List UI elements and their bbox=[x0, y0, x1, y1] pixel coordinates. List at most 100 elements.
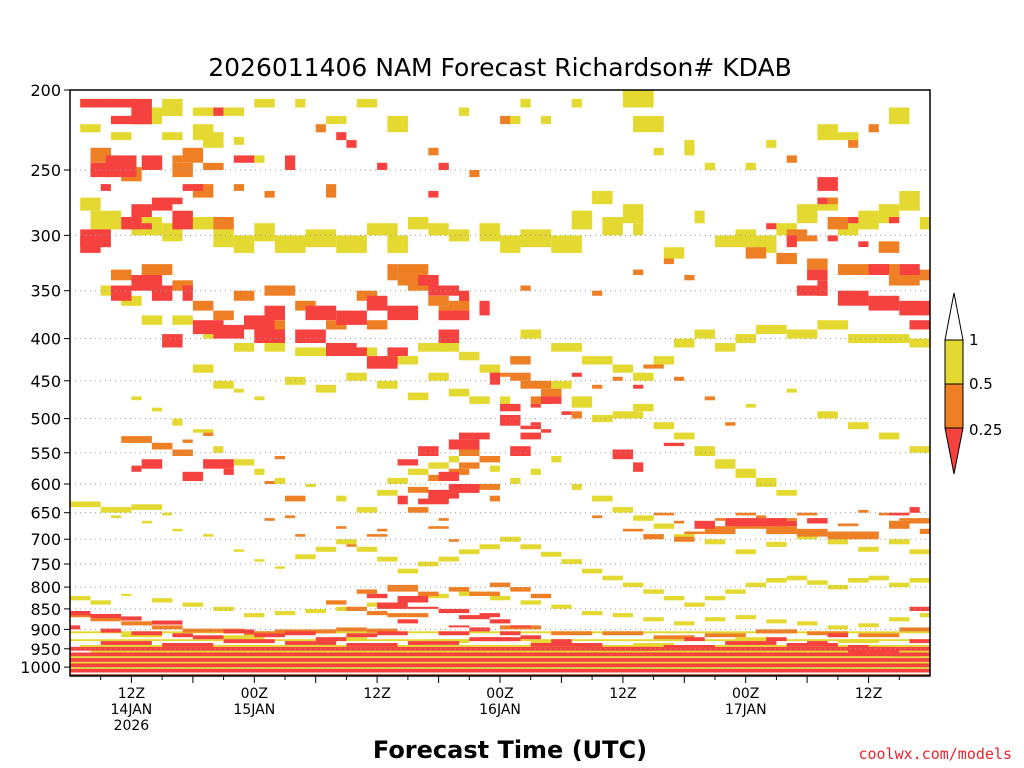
cell-ri-0-25-to-0-5 bbox=[315, 124, 326, 133]
cell-ri-0-25-to-0-5 bbox=[264, 190, 275, 198]
cell-ri-0-5-to-1 bbox=[500, 235, 521, 253]
cell-ri-0-25-to-0-5 bbox=[264, 285, 296, 296]
cell-ri-0-5-to-1 bbox=[551, 235, 582, 253]
cell-ri-0-25-to-0-5 bbox=[858, 509, 869, 513]
cell-ri-0-25-to-0-5 bbox=[111, 269, 132, 281]
cell-ri-below-0-25 bbox=[530, 403, 541, 408]
cell-ri-below-0-25 bbox=[848, 217, 859, 224]
cell-ri-0-25-to-0-5 bbox=[428, 147, 439, 156]
cell-ri-0-5-to-1 bbox=[407, 468, 429, 475]
cell-ri-0-5-to-1 bbox=[643, 589, 664, 594]
cell-ri-0-5-to-1 bbox=[244, 613, 265, 618]
y-tick-label: 650 bbox=[30, 504, 61, 523]
cell-ri-below-0-25 bbox=[500, 631, 521, 636]
cell-ri-0-5-to-1 bbox=[448, 456, 459, 463]
cell-ri-below-0-25 bbox=[366, 593, 388, 599]
cell-ri-0-25-to-0-5 bbox=[203, 162, 224, 170]
cell-ri-below-0-25 bbox=[70, 658, 930, 662]
cell-ri-below-0-25 bbox=[131, 98, 152, 125]
cell-ri-0-25-to-0-5 bbox=[715, 518, 726, 521]
cell-ri-0-5-to-1 bbox=[602, 217, 623, 236]
cell-ri-0-25-to-0-5 bbox=[889, 520, 910, 529]
cell-ri-0-5-to-1 bbox=[489, 596, 511, 601]
cell-ri-0-25-to-0-5 bbox=[868, 124, 879, 133]
cell-ri-below-0-25 bbox=[121, 616, 142, 621]
cell-ri-0-5-to-1 bbox=[694, 446, 715, 456]
cell-ri-0-5-to-1 bbox=[90, 210, 122, 230]
cell-ri-0-5-to-1 bbox=[551, 456, 562, 463]
cell-ri-below-0-25 bbox=[745, 641, 767, 645]
cell-ri-0-5-to-1 bbox=[233, 137, 244, 145]
cell-ri-below-0-25 bbox=[182, 471, 204, 481]
cell-ri-below-0-25 bbox=[346, 643, 398, 647]
cell-ri-0-5-to-1 bbox=[254, 223, 275, 242]
y-tick-label: 550 bbox=[30, 444, 61, 463]
cell-ri-0-5-to-1 bbox=[622, 90, 654, 108]
cell-ri-below-0-25 bbox=[848, 645, 869, 649]
cell-ri-0-5-to-1 bbox=[131, 504, 163, 510]
cell-ri-0-25-to-0-5 bbox=[366, 534, 388, 537]
cell-ri-0-25-to-0-5 bbox=[807, 235, 818, 242]
cell-ri-below-0-25 bbox=[889, 217, 900, 224]
cell-ri-0-25-to-0-5 bbox=[479, 456, 500, 463]
cell-ri-0-5-to-1 bbox=[377, 489, 398, 496]
cell-ri-below-0-25 bbox=[827, 633, 849, 638]
cell-ri-below-0-25 bbox=[387, 347, 408, 356]
cell-ri-0-25-to-0-5 bbox=[520, 380, 552, 389]
cell-ri-0-25-to-0-5 bbox=[213, 217, 234, 230]
cell-ri-0-5-to-1 bbox=[889, 539, 910, 545]
cell-ri-0-5-to-1 bbox=[581, 356, 613, 365]
cell-ri-below-0-25 bbox=[121, 217, 142, 230]
cell-ri-below-0-25 bbox=[223, 629, 255, 634]
cell-ri-0-5-to-1 bbox=[561, 559, 582, 564]
cell-ri-0-5-to-1 bbox=[192, 429, 214, 433]
cell-ri-below-0-25 bbox=[909, 320, 930, 330]
cell-ri-0-5-to-1 bbox=[735, 229, 756, 248]
cell-ri-0-25-to-0-5 bbox=[684, 275, 695, 281]
x-tick-label: 12Z bbox=[609, 686, 636, 702]
cell-ri-0-25-to-0-5 bbox=[520, 285, 531, 291]
cell-ri-below-0-25 bbox=[397, 495, 408, 505]
cell-ri-0-25-to-0-5 bbox=[612, 376, 623, 381]
cell-ri-below-0-25 bbox=[633, 384, 644, 389]
cell-ri-0-5-to-1 bbox=[704, 162, 715, 170]
cell-ri-0-5-to-1 bbox=[571, 396, 593, 408]
cell-ri-0-5-to-1 bbox=[643, 617, 664, 622]
cell-ri-0-25-to-0-5 bbox=[858, 633, 900, 638]
cell-ri-below-0-25 bbox=[510, 625, 531, 628]
cell-ri-0-25-to-0-5 bbox=[387, 264, 398, 281]
cell-ri-below-0-25 bbox=[796, 285, 828, 296]
cell-ri-0-5-to-1 bbox=[520, 600, 541, 605]
cell-ri-0-5-to-1 bbox=[694, 329, 715, 339]
cell-ri-below-0-25 bbox=[909, 639, 930, 644]
cell-ri-below-0-25 bbox=[336, 132, 347, 141]
cell-ri-0-5-to-1 bbox=[848, 334, 879, 344]
cell-ri-0-5-to-1 bbox=[274, 566, 285, 569]
cell-ri-0-5-to-1 bbox=[377, 380, 398, 389]
cell-ri-below-0-25 bbox=[377, 162, 388, 170]
cell-ri-0-5-to-1 bbox=[448, 229, 470, 242]
y-tick-label: 900 bbox=[30, 620, 61, 639]
cell-ri-0-5-to-1 bbox=[622, 582, 644, 588]
cell-ri-0-25-to-0-5 bbox=[387, 584, 419, 592]
cell-ri-0-5-to-1 bbox=[305, 484, 316, 487]
cell-ri-0-25-to-0-5 bbox=[459, 449, 480, 456]
y-tick-label: 600 bbox=[30, 475, 61, 494]
cell-ri-0-25-to-0-5 bbox=[510, 372, 531, 381]
cell-ri-0-5-to-1 bbox=[479, 544, 500, 550]
cell-ri-below-0-25 bbox=[817, 177, 838, 191]
cell-ri-0-5-to-1 bbox=[633, 372, 654, 381]
cell-ri-0-25-to-0-5 bbox=[807, 631, 849, 636]
cell-ri-0-5-to-1 bbox=[223, 107, 245, 116]
cell-ri-0-25-to-0-5 bbox=[141, 264, 173, 275]
cell-ri-0-5-to-1 bbox=[387, 235, 408, 253]
cell-ri-0-5-to-1 bbox=[121, 593, 132, 596]
cell-ri-below-0-25 bbox=[192, 635, 224, 640]
cell-ri-below-0-25 bbox=[858, 241, 869, 248]
cell-ri-0-25-to-0-5 bbox=[500, 115, 511, 125]
cell-ri-0-25-to-0-5 bbox=[541, 388, 562, 397]
cell-ri-0-25-to-0-5 bbox=[827, 531, 849, 540]
cell-ri-0-25-to-0-5 bbox=[356, 589, 378, 594]
y-tick-label: 850 bbox=[30, 600, 61, 619]
